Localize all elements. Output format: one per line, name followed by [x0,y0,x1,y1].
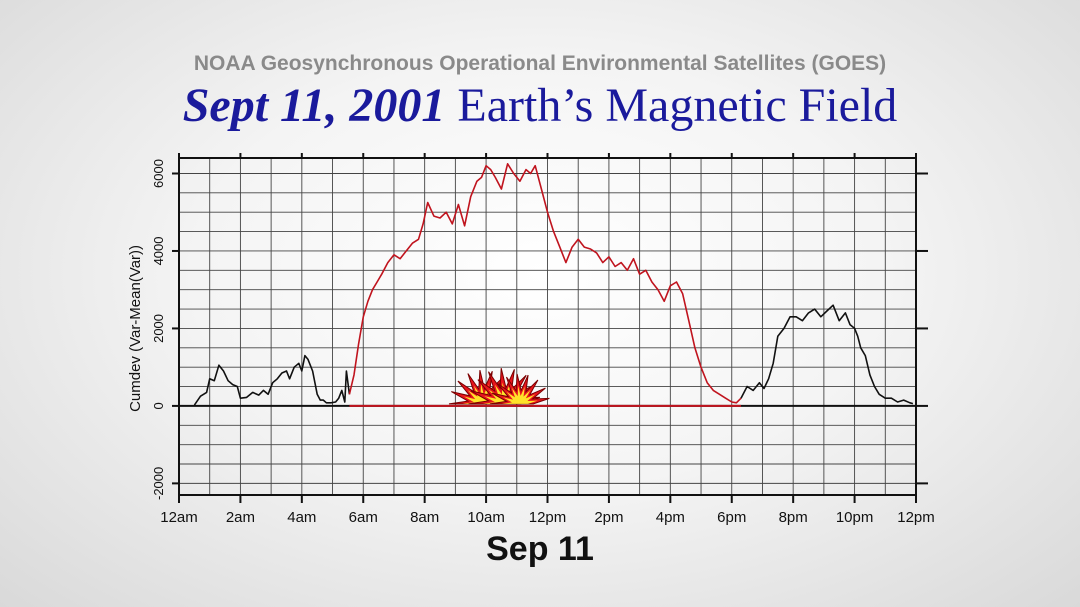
burst-c-outer [489,373,550,405]
x-tick-label: 8pm [779,509,808,526]
series-line-3 [740,304,914,405]
x-tick-label: 12pm [529,509,567,526]
y-tick-label: 4000 [151,237,166,266]
y-tick-label: 0 [151,402,166,409]
explosion-icon [448,367,550,405]
x-tick-label: 10am [467,509,505,526]
chart-series [193,163,914,406]
title-text: Earth’s Magnetic Field [457,79,898,132]
y-tick-label: 6000 [151,159,166,188]
x-tick-label: 4am [287,509,316,526]
series-line-1 [193,354,351,406]
chart-ticks [172,153,928,503]
x-tick-label: 12am [160,509,198,526]
series-line-2 [348,163,742,404]
y-axis-label: Cumdev (Var-Mean(Var)) [127,245,144,412]
y-tick-label: 2000 [151,314,166,343]
x-tick-label: 2am [226,509,255,526]
chart-grid [178,158,917,495]
x-tick-label: 12pm [897,509,935,526]
x-tick-label: 6am [349,509,378,526]
x-tick-label: 4pm [656,509,685,526]
x-axis-tick-labels: 12am 2am 4am 6am 8am 10am 12pm 2pm 4pm 6pm 8pm 10pm… [160,509,935,526]
x-axis-label: Sep 11 [486,530,594,568]
x-tick-label: 8am [410,509,439,526]
chart-title: Sept 11, 2001 Earth’s Magnetic Field [0,78,1080,133]
y-tick-label: -2000 [151,467,166,500]
chart-subtitle: NOAA Geosynchronous Operational Environm… [193,52,887,75]
x-tick-label: 10pm [836,509,874,526]
x-tick-label: 2pm [594,509,623,526]
y-axis-tick-labels: -2000 0 2000 4000 6000 [151,159,166,500]
title-date: Sept 11, 2001 [182,79,446,132]
burst-c-inner [501,386,538,404]
x-tick-label: 6pm [717,509,746,526]
